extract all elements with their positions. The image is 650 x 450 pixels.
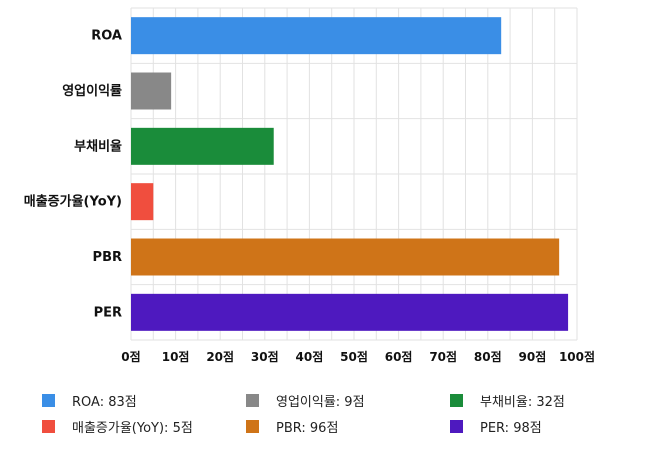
x-tick-label-0: 0점 bbox=[121, 349, 140, 364]
x-tick-label-1: 10점 bbox=[162, 349, 190, 364]
bars bbox=[131, 17, 569, 331]
legend-label-2: 부채비율: 32점 bbox=[480, 395, 565, 410]
legend-label-3: 매출증가율(YoY): 5점 bbox=[72, 421, 193, 436]
category-label-3: 매출증가율(YoY) bbox=[24, 194, 122, 210]
category-label-1: 영업이익률 bbox=[62, 83, 122, 99]
x-tick-label-4: 40점 bbox=[296, 349, 324, 364]
bar-3 bbox=[131, 183, 154, 221]
bar-4 bbox=[131, 238, 560, 276]
grid-lines bbox=[130, 7, 578, 341]
legend-label-0: ROA: 83점 bbox=[72, 395, 137, 410]
bar-2 bbox=[131, 127, 274, 165]
legend-swatch-4 bbox=[246, 420, 259, 433]
legend-swatch-2 bbox=[450, 394, 463, 407]
category-label-5: PER bbox=[94, 305, 122, 320]
x-tick-label-9: 90점 bbox=[519, 349, 547, 364]
legend-label-4: PBR: 96점 bbox=[276, 421, 338, 436]
legend-label-1: 영업이익률: 9점 bbox=[276, 395, 365, 410]
x-tick-label-6: 60점 bbox=[385, 349, 413, 364]
bar-1 bbox=[131, 72, 172, 110]
category-label-4: PBR bbox=[93, 250, 122, 265]
category-label-0: ROA bbox=[91, 29, 122, 44]
legend-swatch-1 bbox=[246, 394, 259, 407]
x-tick-label-2: 20점 bbox=[206, 349, 234, 364]
bar-0 bbox=[131, 17, 502, 55]
legend-swatch-3 bbox=[42, 420, 55, 433]
x-tick-label-3: 30점 bbox=[251, 349, 279, 364]
bar-5 bbox=[131, 293, 569, 331]
x-axis-tick-labels: 0점 10점 20점 30점 40점 50점 60점 70점 80점 90점 100점 bbox=[121, 349, 595, 364]
x-tick-label-10: 100점 bbox=[559, 349, 595, 364]
category-label-2: 부채비율 bbox=[74, 138, 122, 154]
x-tick-label-8: 80점 bbox=[474, 349, 502, 364]
legend-swatch-5 bbox=[450, 420, 463, 433]
x-tick-label-5: 50점 bbox=[340, 349, 368, 364]
legend-label-5: PER: 98점 bbox=[480, 421, 542, 436]
legend-swatch-0 bbox=[42, 394, 55, 407]
x-tick-label-7: 70점 bbox=[429, 349, 457, 364]
